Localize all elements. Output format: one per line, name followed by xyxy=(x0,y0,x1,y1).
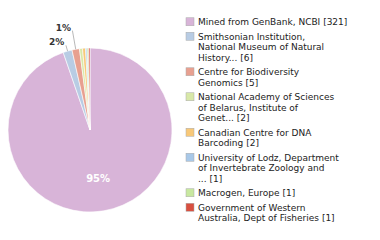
legend-swatch xyxy=(186,203,194,211)
pie-slice xyxy=(82,48,90,130)
legend-entry: Centre for BiodiversityGenomics [5] xyxy=(198,67,300,88)
pie-slice xyxy=(86,48,90,130)
data-label: 95% xyxy=(86,173,110,184)
legend-entry: Mined from GenBank, NCBI [321] xyxy=(198,17,347,27)
legend-swatch xyxy=(186,32,194,40)
legend-swatch xyxy=(186,189,194,197)
legend-swatch xyxy=(186,18,194,26)
legend-swatch xyxy=(186,128,194,136)
legend-swatch xyxy=(186,93,194,101)
pie-slice xyxy=(89,48,90,130)
data-labels: 95% 2% 1% xyxy=(49,23,110,184)
legend-entry: University of Lodz, Departmentof Inverte… xyxy=(198,153,339,184)
legend: Mined from GenBank, NCBI [321] Smithsonia… xyxy=(186,17,347,223)
legend-swatch xyxy=(186,68,194,76)
chart: 95% 2% 1% Mined from GenBank, NCBI [321] Smi… xyxy=(0,0,380,240)
legend-entry: Government of WesternAustralia, Dept of … xyxy=(198,203,335,224)
legend-entry: Smithsonian Institution,National Museum … xyxy=(198,32,324,63)
data-label: 1% xyxy=(56,23,71,33)
pie-slice xyxy=(8,48,172,212)
legend-entry: National Academy of Sciencesof Belarus, … xyxy=(198,92,334,123)
leader-line xyxy=(72,31,75,50)
legend-entry: Macrogen, Europe [1] xyxy=(198,188,295,198)
pie-slice xyxy=(72,49,90,130)
pie-slice xyxy=(87,48,90,130)
pie xyxy=(8,48,172,212)
legend-entry: Canadian Centre for DNABarcoding [2] xyxy=(198,128,312,149)
leader-line xyxy=(66,45,68,51)
pie-slice xyxy=(79,48,90,130)
legend-swatch xyxy=(186,153,194,161)
data-label: 2% xyxy=(49,37,64,47)
